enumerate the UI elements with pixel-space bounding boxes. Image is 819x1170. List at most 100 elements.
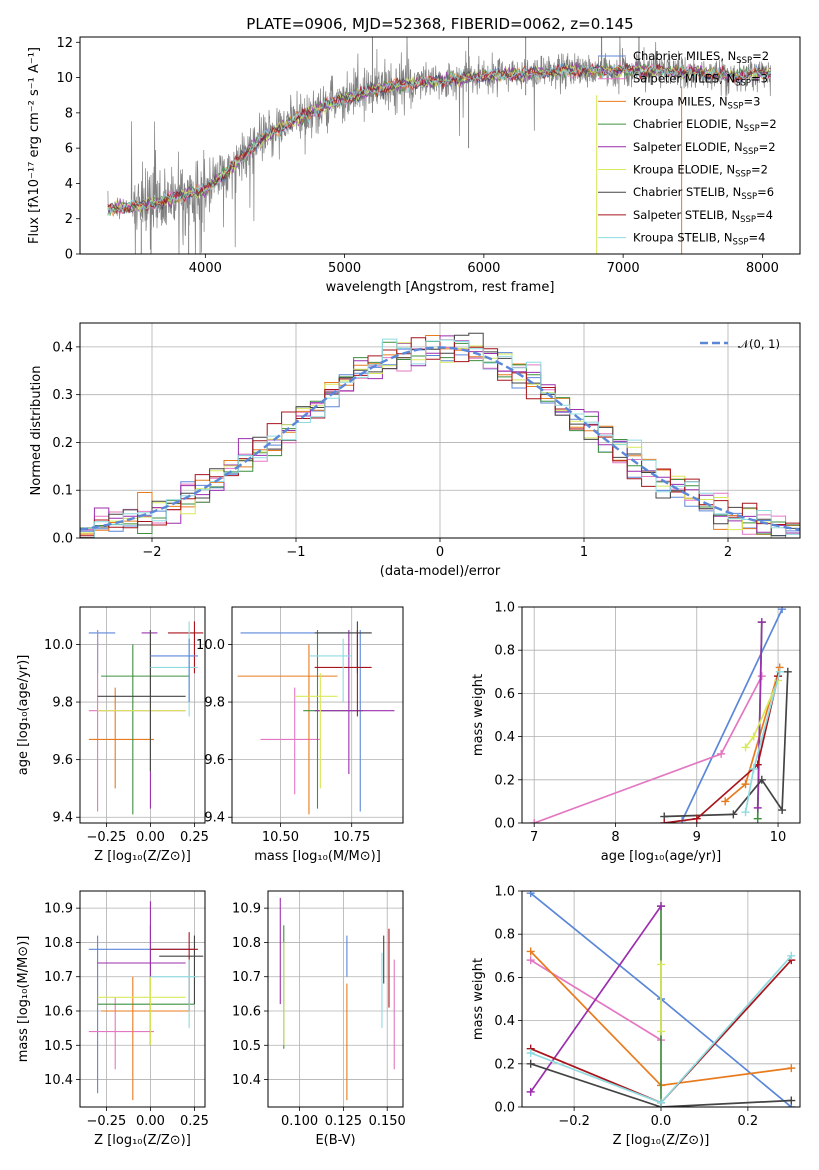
weight-marker (657, 902, 665, 911)
gaussian-legend-label: 𝒩(0, 1) (738, 337, 780, 351)
y-tick-label: 10.7 (232, 970, 261, 985)
weight-line (530, 1062, 792, 1107)
panel-residuals: −2 −1 0 1 2 0.0 0.1 0.2 0.3 0.4 (data-model)/error… (29, 322, 801, 579)
panel-mass-vs-Z: −0.25 0.00 0.25 10.4 10.5 10.6 10.7 10.8 10.9 Z [… (16, 890, 209, 1148)
y-tick-label: 10.9 (232, 902, 261, 917)
axes-frame (521, 606, 801, 824)
panel-massweight-vs-Z: −0.2 0.0 0.2 0.0 0.2 0.4 0.6 0.8 1.0 Z [log₁₀(Z/Z… (471, 885, 801, 1148)
x-tick-label: 0.25 (180, 1114, 209, 1129)
weight-marker (757, 775, 766, 784)
x-tick-label: 5000 (328, 261, 361, 276)
y-tick-label: 10.0 (196, 638, 225, 653)
weight-marker (757, 672, 766, 681)
y-tick-label: 0.0 (52, 532, 73, 547)
x-tick-label: −0.25 (86, 1114, 126, 1129)
y-tick-label: 0.2 (494, 1057, 515, 1072)
y-tick-label: 0.4 (52, 340, 73, 355)
legend-subscript: SSP (735, 170, 751, 180)
weight-marker (749, 732, 758, 741)
x-tick-label: 0.125 (325, 1114, 362, 1129)
y-tick-label: 0.4 (494, 1014, 515, 1029)
axes-frame (79, 606, 206, 824)
x-tick-label: 0 (436, 545, 444, 560)
y-tick-label: 0.8 (494, 644, 515, 659)
y-tick-label: 0.6 (494, 971, 515, 986)
plot-area-mass-vs-EBV (268, 891, 403, 1107)
plot-area-massweight-vs-age (522, 607, 800, 823)
y-tick-label: 10.7 (44, 970, 73, 985)
spectrum-title: PLATE=0906, MJD=52368, FIBERID=0062, z=0… (246, 15, 633, 33)
y-tick-label: 1.0 (494, 885, 515, 900)
x-tick-label: 0.2 (738, 1114, 759, 1129)
legend-subscript: SSP (743, 147, 759, 157)
x-axis-label: E(B-V) (315, 1133, 355, 1148)
y-tick-label: 10.8 (44, 936, 73, 951)
weight-marker (526, 947, 535, 956)
weight-marker (526, 1059, 535, 1068)
y-tick-label: 10.8 (232, 936, 261, 951)
weight-marker (526, 1087, 535, 1096)
y-tick-label: 0.4 (494, 730, 515, 745)
legend-count: =3 (743, 94, 760, 108)
plot-area-spectrum (107, 37, 772, 254)
y-tick-label: 9.4 (52, 811, 73, 826)
x-tick-label: 10.50 (262, 830, 299, 845)
x-tick-label: −1 (286, 545, 305, 560)
weight-marker (787, 1064, 796, 1073)
y-tick-label: 9.6 (52, 753, 73, 768)
weight-marker (692, 814, 701, 823)
x-tick-label: −0.25 (86, 830, 126, 845)
x-tick-label: 0.00 (136, 830, 165, 845)
legend-subscript: SSP (735, 79, 751, 89)
legend-entry: Salpeter ELODIE, NSSP=2 (633, 140, 776, 157)
x-tick-label: −2 (142, 545, 161, 560)
x-axis-label: Z [log₁₀(Z/Z⊙)] (613, 1133, 710, 1148)
y-tick-label: 0.1 (52, 484, 73, 499)
legend-entry: Salpeter STELIB, NSSP=4 (633, 208, 773, 225)
y-tick-label: 10 (56, 71, 73, 86)
x-tick-label: 0.100 (281, 1114, 318, 1129)
panel-age-vs-mass: 10.50 10.75 9.4 9.6 9.8 10.0 mass [log₁₀(M/M⊙)… (196, 606, 404, 864)
y-axis-label: Normed distribution (29, 366, 44, 496)
x-axis-label: Z [log₁₀(Z/Z⊙)] (94, 1133, 191, 1148)
y-tick-label: 1.0 (494, 601, 515, 616)
legend-count: =4 (748, 231, 765, 245)
weight-marker (530, 819, 539, 823)
x-tick-label: 8000 (746, 261, 779, 276)
weight-marker (778, 607, 787, 614)
weight-marker (741, 808, 750, 817)
weight-marker (757, 618, 766, 627)
axes-frame (267, 890, 404, 1108)
legend-entry: Chabrier MILES, NSSP=2 (633, 49, 769, 66)
hist-kroupa-stelib (80, 338, 800, 538)
weight-marker (783, 667, 792, 676)
x-tick-label: 0.150 (369, 1114, 406, 1129)
x-tick-label: 8 (611, 830, 619, 845)
x-tick-label: −0.2 (558, 1114, 590, 1129)
y-axis-label: mass weight (471, 958, 486, 1040)
y-tick-label: 10.6 (232, 1005, 261, 1020)
plot-area-age-vs-mass (232, 607, 403, 823)
y-axis-label: mass [log₁₀(M/M⊙)] (16, 936, 31, 1063)
legend-count: =2 (752, 49, 769, 63)
y-tick-label: 9.8 (204, 696, 225, 711)
legend-entry: Kroupa ELODIE, NSSP=2 (633, 163, 768, 180)
x-tick-label: 0.25 (180, 830, 209, 845)
plot-area-age-vs-Z (80, 607, 205, 823)
legend-entry: Chabrier STELIB, NSSP=6 (633, 185, 774, 202)
y-tick-label: 0.8 (494, 928, 515, 943)
weight-marker (753, 814, 762, 823)
plot-area-residuals (80, 323, 800, 538)
weight-marker (657, 960, 665, 969)
y-tick-label: 0.2 (494, 773, 515, 788)
panel-mass-vs-EBV: 0.100 0.125 0.150 10.4 10.5 10.6 10.7 10.8 10.9 E… (232, 890, 406, 1148)
axes-frame (79, 36, 801, 255)
legend-subscript: SSP (744, 124, 760, 134)
y-axis-label: Flux [fλ10⁻¹⁷ erg cm⁻² s⁻¹ A⁻¹] (27, 47, 42, 244)
legend-count: =2 (759, 140, 776, 154)
weight-marker (526, 891, 535, 898)
x-axis-label: mass [log₁₀(M/M⊙)] (254, 849, 381, 864)
axes-frame (79, 322, 801, 539)
panel-spectrum: 4000 5000 6000 7000 8000 0 2 4 6 8 10 12 wavelength … (27, 36, 801, 295)
